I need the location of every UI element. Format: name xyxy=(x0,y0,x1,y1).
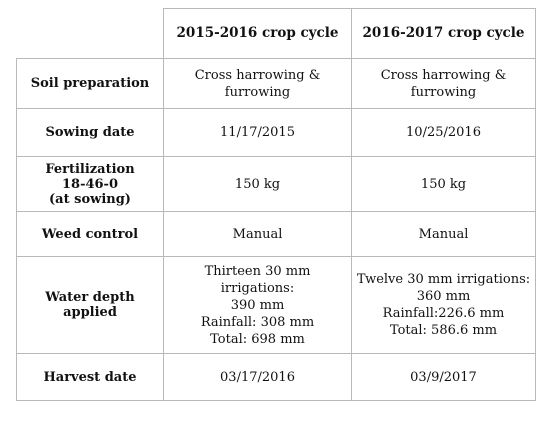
label-line: 18-46-0 xyxy=(61,176,119,192)
corner-cell xyxy=(16,8,164,59)
row-label: Soil preparation xyxy=(16,58,164,109)
value-line: 03/9/2017 xyxy=(410,369,477,385)
label-line: Water depth xyxy=(45,290,135,305)
row-sowing-date: Sowing date 11/17/2015 10/25/2016 xyxy=(16,108,536,157)
value-line: Cross harrowing & furrowing xyxy=(194,67,321,100)
label-line: Weed control xyxy=(41,226,139,242)
value-line: 10/25/2016 xyxy=(406,125,481,140)
header-2016-2017: 2016-2017 crop cycle xyxy=(351,8,536,59)
row-label: Fertilization 18-46-0 (at sowing) xyxy=(16,156,164,212)
value-line: 150 kg xyxy=(420,176,467,192)
value-line: Manual xyxy=(232,226,283,242)
cell-2015-2016: Thirteen 30 mm irrigations: 390 mm Rainf… xyxy=(163,256,352,354)
cell-2015-2016: 03/17/2016 xyxy=(163,353,352,401)
value-line: Thirteen 30 mm irrigations: xyxy=(204,263,311,296)
label-line: Sowing date xyxy=(45,125,135,140)
value-line: 390 mm xyxy=(230,297,285,313)
value-line: 11/17/2015 xyxy=(220,125,295,140)
cell-2016-2017: Manual xyxy=(351,211,536,257)
value-line: 03/17/2016 xyxy=(220,369,295,385)
cell-2016-2017: Cross harrowing & furrowing xyxy=(351,58,536,109)
cell-2016-2017: 03/9/2017 xyxy=(351,353,536,401)
value-line: Rainfall:226.6 mm xyxy=(382,306,505,321)
header-row: 2015-2016 crop cycle 2016-2017 crop cycl… xyxy=(16,8,536,59)
row-water-depth: Water depth applied Thirteen 30 mm irrig… xyxy=(16,256,536,354)
row-fertilization: Fertilization 18-46-0 (at sowing) 150 kg… xyxy=(16,156,536,212)
row-label: Sowing date xyxy=(16,108,164,157)
label-line: Harvest date xyxy=(43,369,137,385)
cell-2015-2016: 11/17/2015 xyxy=(163,108,352,157)
label-line: applied xyxy=(63,305,117,320)
value-line: Total: 586.6 mm xyxy=(389,323,498,338)
cell-2016-2017: 10/25/2016 xyxy=(351,108,536,157)
row-label: Weed control xyxy=(16,211,164,257)
header-2015-2016: 2015-2016 crop cycle xyxy=(163,8,352,59)
value-line: Cross harrowing & xyxy=(380,67,507,83)
value-line: Manual xyxy=(418,226,469,242)
cell-2016-2017: 150 kg xyxy=(351,156,536,212)
cell-2015-2016: Manual xyxy=(163,211,352,257)
row-soil-preparation: Soil preparation Cross harrowing & furro… xyxy=(16,58,536,109)
cell-2015-2016: 150 kg xyxy=(163,156,352,212)
row-weed-control: Weed control Manual Manual xyxy=(16,211,536,257)
value-line: Total: 698 mm xyxy=(210,331,305,347)
label-line: Soil preparation xyxy=(30,76,150,91)
row-label: Harvest date xyxy=(16,353,164,401)
cell-2016-2017: Twelve 30 mm irrigations: 360 mm Rainfal… xyxy=(351,256,536,354)
value-line: 360 mm xyxy=(416,289,471,304)
crop-cycle-table: 2015-2016 crop cycle 2016-2017 crop cycl… xyxy=(16,8,536,401)
value-line: Rainfall: 308 mm xyxy=(200,314,315,330)
row-label: Water depth applied xyxy=(16,256,164,354)
label-line: (at sowing) xyxy=(49,191,131,207)
label-line: Fertilization xyxy=(45,161,135,177)
cell-2015-2016: Cross harrowing & furrowing xyxy=(163,58,352,109)
row-harvest-date: Harvest date 03/17/2016 03/9/2017 xyxy=(16,353,536,401)
value-line: furrowing xyxy=(410,84,477,100)
value-line: Twelve 30 mm irrigations: xyxy=(356,272,531,287)
value-line: 150 kg xyxy=(234,176,281,192)
